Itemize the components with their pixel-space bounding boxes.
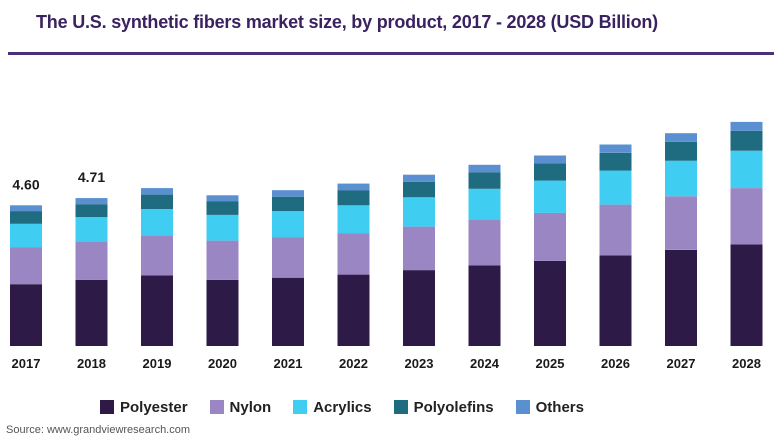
bar-segment-others-2024 <box>468 164 501 173</box>
bar-segment-polyolefins-2021 <box>272 196 304 212</box>
x-tick-label: 2020 <box>208 356 237 371</box>
bar-segment-acrylics-2026 <box>599 170 632 205</box>
bar-chart: 2017 2018 2019 2020 2021 2022 2023 2024 2025 2026… <box>10 121 763 371</box>
bar-segment-polyester-2021 <box>272 277 304 346</box>
bar-segment-others-2017 <box>10 205 42 212</box>
x-tick-label: 2026 <box>601 356 630 371</box>
legend-item-others: Others <box>515 398 584 416</box>
bar-segment-nylon-2020 <box>206 240 239 280</box>
bar-segment-polyester-2019 <box>141 275 173 346</box>
bar-segment-polyolefins-2023 <box>403 181 435 198</box>
legend-label: Acrylics <box>313 398 372 416</box>
bar-segment-polyester-2027 <box>665 249 697 346</box>
bar-segment-polyester-2024 <box>468 265 501 346</box>
bar-segment-others-2018 <box>75 198 108 205</box>
bar-segment-acrylics-2024 <box>468 188 501 220</box>
bar-segment-polyester-2026 <box>599 255 632 346</box>
legend-item-nylon: Nylon <box>209 398 272 416</box>
bar-segment-polyester-2018 <box>75 279 108 346</box>
bar-segment-nylon-2018 <box>75 242 108 280</box>
bar-segment-polyester-2020 <box>206 279 239 346</box>
title-divider <box>8 52 774 55</box>
bar-segment-nylon-2021 <box>272 237 304 278</box>
x-tick-label: 2018 <box>77 356 106 371</box>
legend-label: Polyolefins <box>413 398 494 416</box>
x-tick-label: 2024 <box>470 356 500 371</box>
bar-segment-polyolefins-2019 <box>141 194 173 209</box>
bar-segment-acrylics-2027 <box>665 160 697 197</box>
legend-label: Polyester <box>120 398 188 416</box>
x-tick-label: 2022 <box>339 356 368 371</box>
bar-segment-acrylics-2021 <box>272 211 304 238</box>
bar-segment-nylon-2026 <box>599 204 632 256</box>
bar-segment-nylon-2028 <box>730 188 763 245</box>
legend-swatch <box>393 400 408 414</box>
bar-segment-polyolefins-2028 <box>730 130 763 151</box>
x-tick-label: 2019 <box>143 356 172 371</box>
legend-item-polyester: Polyester <box>100 399 188 416</box>
legend-label: Nylon <box>229 398 272 416</box>
bar-segment-others-2026 <box>599 144 632 153</box>
chart-title: The U.S. synthetic fibers market size, b… <box>36 12 658 32</box>
chart-legend: Polyester Nylon Acrylics Polyolefins Others <box>100 396 584 418</box>
bar-segment-polyester-2022 <box>337 274 370 346</box>
bar-segment-polyolefins-2025 <box>534 163 566 181</box>
x-tick-label: 2025 <box>536 356 565 371</box>
x-tick-label: 2023 <box>405 356 434 371</box>
bar-segment-acrylics-2020 <box>206 214 239 241</box>
bar-segment-nylon-2027 <box>665 196 697 250</box>
bar-segment-polyolefins-2020 <box>206 201 239 215</box>
bar-segment-acrylics-2028 <box>730 150 763 189</box>
bar-segment-others-2019 <box>141 188 173 195</box>
bar-segment-nylon-2024 <box>468 219 501 266</box>
legend-item-acrylics: Acrylics <box>293 398 372 416</box>
bar-segment-acrylics-2025 <box>534 180 566 213</box>
bar-segment-others-2022 <box>337 183 370 191</box>
bar-segment-polyolefins-2024 <box>468 172 501 189</box>
bar-segment-polyolefins-2018 <box>75 204 108 218</box>
bar-segment-polyester-2017 <box>10 284 42 346</box>
bar-segment-nylon-2019 <box>141 235 173 276</box>
legend-item-polyolefins: Polyolefins <box>393 398 494 416</box>
bar-segment-others-2028 <box>730 121 763 131</box>
bar-segment-others-2025 <box>534 155 566 164</box>
x-tick-label: 2028 <box>732 356 761 371</box>
bar-segment-nylon-2023 <box>403 226 435 271</box>
bar-segment-polyolefins-2026 <box>599 152 632 171</box>
x-tick-label: 2021 <box>274 356 303 371</box>
data-label-2017: 4.60 <box>12 176 39 192</box>
bar-segment-acrylics-2017 <box>10 223 42 248</box>
bar-segment-acrylics-2018 <box>75 217 108 242</box>
bar-segment-polyolefins-2027 <box>665 141 697 161</box>
legend-swatch <box>209 400 224 414</box>
bar-segment-polyester-2023 <box>403 270 435 346</box>
bar-segment-acrylics-2022 <box>337 205 370 234</box>
bar-segment-polyester-2028 <box>730 244 763 346</box>
bar-segment-polyester-2025 <box>534 260 566 346</box>
bar-segment-nylon-2025 <box>534 212 566 261</box>
bar-segment-nylon-2017 <box>10 247 42 285</box>
bar-segment-nylon-2022 <box>337 233 370 275</box>
data-label-2018: 4.71 <box>78 169 105 185</box>
legend-swatch <box>293 400 308 414</box>
x-tick-label: 2027 <box>667 356 696 371</box>
x-tick-label: 2017 <box>12 356 41 371</box>
bar-segment-others-2023 <box>403 174 435 182</box>
bar-segment-others-2020 <box>206 195 239 202</box>
bar-segment-others-2027 <box>665 133 697 142</box>
legend-label: Others <box>535 398 584 416</box>
source-note: Source: www.grandviewresearch.com <box>6 424 191 436</box>
legend-swatch <box>515 400 530 414</box>
bar-segment-polyolefins-2017 <box>10 211 42 224</box>
bar-segment-polyolefins-2022 <box>337 190 370 206</box>
bar-segment-acrylics-2019 <box>141 209 173 236</box>
bar-segment-acrylics-2023 <box>403 197 435 227</box>
bar-segment-others-2021 <box>272 190 304 197</box>
legend-swatch <box>100 400 114 414</box>
